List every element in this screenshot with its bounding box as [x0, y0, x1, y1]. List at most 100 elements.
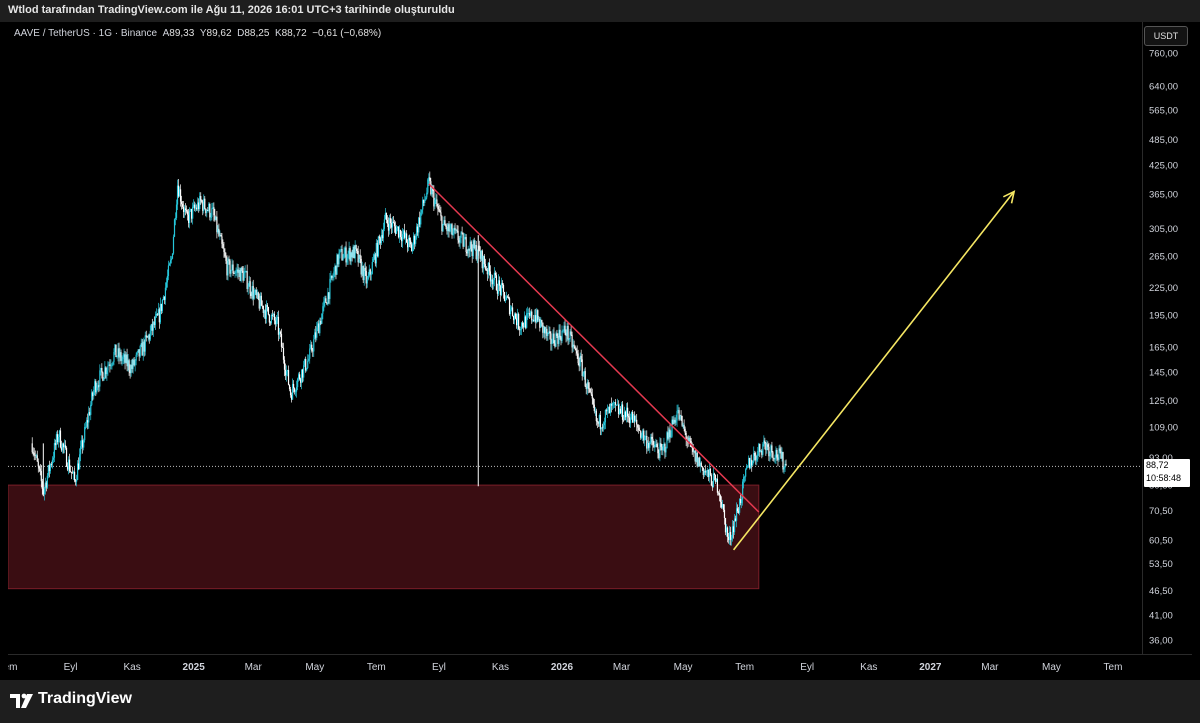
candle-body	[299, 374, 301, 380]
candle-body	[306, 368, 308, 371]
candle-body	[560, 337, 562, 341]
candle-body	[80, 446, 82, 455]
candle-body	[265, 304, 267, 319]
candle-body	[565, 332, 567, 336]
candle-body	[210, 216, 212, 218]
candle-body	[361, 266, 363, 275]
candle-body	[757, 450, 759, 459]
candle-body	[588, 388, 590, 390]
candle-body	[272, 313, 275, 316]
candle-body	[742, 481, 744, 500]
candle-body	[212, 207, 214, 209]
legend-close: 88,72	[281, 28, 307, 39]
candle-body	[95, 381, 97, 393]
price-scale[interactable]: 760,00 640,00 565,00 485,00 425,00 365,00 305,…	[1142, 22, 1193, 654]
candle-body	[441, 216, 443, 232]
candle-body	[348, 248, 350, 254]
candle-body	[91, 392, 93, 405]
candle-body	[399, 229, 402, 238]
candle-body	[445, 225, 447, 228]
candle-body	[584, 371, 586, 387]
candle-body	[309, 348, 311, 359]
candle-body	[637, 424, 639, 428]
candle-body	[247, 286, 249, 289]
candle-body	[540, 320, 542, 328]
time-tick-label: Eyl	[800, 662, 814, 673]
candle-body	[529, 313, 531, 316]
candle-body	[111, 364, 113, 366]
candle-body	[254, 289, 256, 293]
candle-body	[482, 256, 484, 269]
candle-body	[182, 206, 185, 212]
candle-body	[682, 424, 684, 426]
candle-body	[428, 177, 430, 180]
candle-body	[672, 419, 674, 425]
candle-body	[538, 319, 540, 321]
candle-body	[733, 518, 736, 533]
candle-body	[324, 298, 326, 302]
candle-body	[133, 359, 135, 366]
candle-body	[217, 228, 219, 233]
price-tick-label: 53,50	[1149, 559, 1173, 570]
candle-body	[319, 320, 321, 334]
price-tick-label: 36,00	[1149, 636, 1173, 647]
candle-body	[377, 236, 379, 256]
candle-body	[420, 212, 422, 225]
candle-body	[179, 189, 182, 202]
candle-body	[180, 201, 183, 205]
price-tick-label: 365,00	[1149, 190, 1178, 201]
candle-body	[127, 360, 129, 367]
price-chart[interactable]	[8, 22, 1142, 654]
candle-body	[69, 471, 72, 473]
candle-body	[774, 458, 776, 460]
candle-body	[464, 237, 466, 240]
candle-body	[59, 430, 62, 448]
candle-body	[327, 292, 329, 305]
candle-body	[545, 328, 547, 334]
tradingview-brand: TradingView	[38, 690, 132, 707]
candle-body	[634, 415, 636, 421]
candle-body	[705, 471, 707, 473]
candle-body	[83, 440, 85, 448]
candle-body	[653, 444, 655, 448]
candle-body	[615, 404, 618, 406]
candle-body	[301, 369, 303, 383]
last-price-value: 88,72	[1146, 460, 1169, 471]
candle-body	[455, 229, 457, 231]
candle-body	[226, 260, 228, 276]
currency-button[interactable]: USDT	[1144, 26, 1188, 46]
candle-body	[120, 352, 122, 361]
candle-body	[541, 320, 543, 323]
candle-body	[390, 223, 393, 228]
candle-body	[611, 403, 614, 406]
candle-body	[585, 386, 587, 389]
candle-body	[607, 406, 610, 410]
candle-body	[570, 331, 572, 335]
candle-body	[627, 407, 629, 417]
candle-body	[389, 218, 392, 224]
chart-pane[interactable]	[8, 22, 1142, 654]
candle-body	[531, 311, 533, 321]
time-scale[interactable]: Tem Eyl Kas 2025 Mar May Tem Eyl Kas 2026 Mar May Te…	[0, 654, 1192, 679]
candle-body	[362, 266, 364, 281]
candle-body	[448, 224, 450, 232]
candle-body	[109, 364, 111, 366]
candle-body	[688, 437, 690, 442]
tradingview-logo-icon	[10, 693, 33, 708]
candle-body	[167, 265, 170, 276]
candle-body	[104, 367, 106, 378]
candle-body	[714, 475, 717, 482]
price-tick-label: 60,50	[1149, 536, 1173, 547]
candle-body	[321, 313, 323, 324]
candle-body	[79, 454, 81, 470]
candle-body	[34, 455, 36, 456]
candle-body	[201, 200, 203, 202]
candle-body	[721, 504, 724, 508]
candle-body	[257, 292, 259, 300]
candle-body	[134, 360, 136, 366]
candle-body	[55, 434, 58, 446]
candle-body	[188, 214, 190, 223]
candle-body	[346, 258, 348, 263]
candle-body	[315, 332, 317, 338]
time-tick-label: May	[305, 662, 324, 673]
